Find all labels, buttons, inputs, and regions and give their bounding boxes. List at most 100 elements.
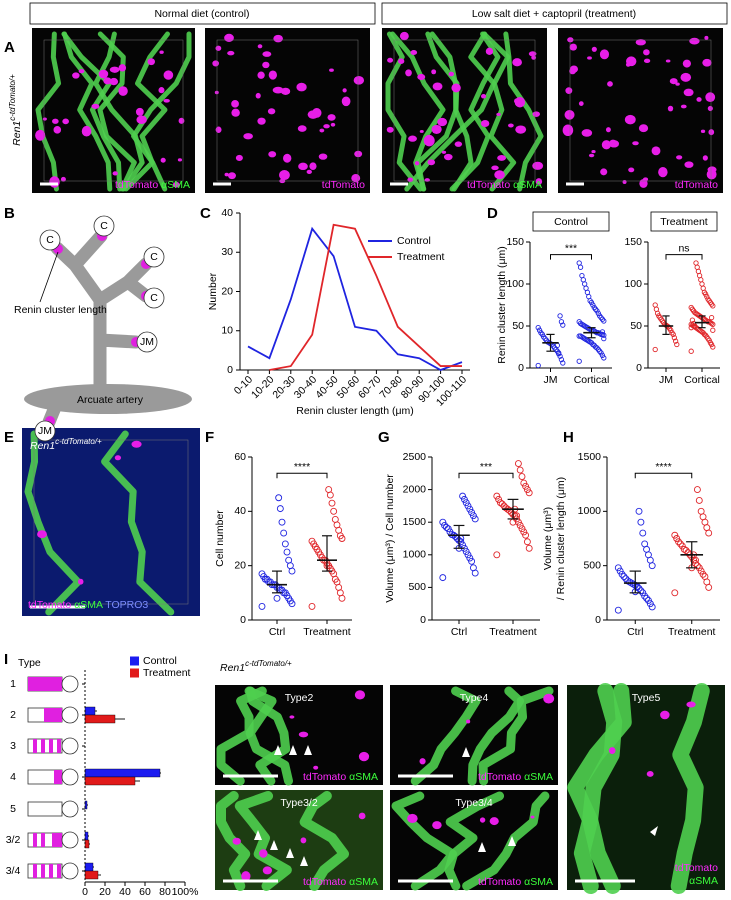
dot [558, 319, 565, 325]
vessel [62, 31, 113, 192]
renin-cell [532, 111, 540, 117]
dot [558, 356, 565, 363]
y-axis-label: / Renin cluster length (μm) [555, 477, 567, 600]
node-label: C [46, 234, 54, 246]
y-tick-label: 500 [408, 581, 426, 593]
dot [629, 580, 637, 588]
dot [535, 325, 541, 331]
dot [590, 302, 596, 308]
dot [599, 352, 606, 359]
renin-cell [283, 153, 292, 163]
image-title: Type4 [460, 692, 489, 704]
dot [557, 313, 563, 319]
gene: Ren1 [11, 121, 23, 146]
arrowhead [508, 836, 516, 846]
type-icon-cap [61, 800, 79, 818]
bar [84, 870, 99, 880]
renin-cell [118, 64, 127, 72]
renin-cell [532, 161, 544, 170]
dot [682, 547, 690, 554]
stain: tdTomato [675, 179, 718, 191]
renin-cell [257, 117, 266, 125]
type-icon [27, 801, 63, 817]
renin-cell [257, 44, 263, 49]
stain-label: tdTomato αSMA [115, 179, 190, 191]
node [34, 420, 56, 442]
renin-cell [330, 122, 336, 127]
x-tick-label: Ctrl [269, 626, 285, 638]
renin-cell [643, 49, 650, 56]
vessel [391, 791, 457, 891]
y-tick-label: 4 [10, 771, 16, 783]
dot [644, 596, 652, 604]
dot [514, 460, 522, 467]
renin-cell [448, 71, 454, 77]
dot [586, 293, 592, 300]
dot [672, 338, 679, 344]
dot [690, 320, 697, 327]
vessel [42, 229, 153, 429]
renin-cell [485, 47, 494, 55]
renin-cell [626, 56, 637, 67]
renin-cell [466, 719, 471, 724]
arrowhead [286, 848, 294, 858]
renin-cell [112, 171, 118, 176]
dot [258, 602, 266, 610]
dot [671, 589, 679, 597]
renin-cell [147, 58, 155, 66]
header-box [381, 2, 728, 25]
dot [620, 573, 628, 580]
dot [693, 486, 701, 494]
type-icon-renin [33, 833, 37, 847]
renin-cell [700, 129, 706, 133]
diagram-label: Renin cluster length [14, 304, 107, 316]
renin-cell [676, 155, 683, 160]
dot [495, 495, 503, 503]
renin-cell [215, 45, 222, 51]
x-tick-label: Treatment [668, 626, 716, 638]
renin-cell [562, 124, 574, 137]
dot [275, 494, 283, 502]
renin-cell [227, 172, 236, 180]
dot [525, 544, 533, 552]
renin-cell [231, 100, 239, 108]
vessel [670, 683, 710, 894]
renin-cell [535, 178, 543, 185]
renin-cell [587, 56, 592, 60]
vessel [93, 31, 145, 192]
node-label: C [150, 251, 158, 263]
x-tick-label: 0 [82, 886, 88, 898]
renin-cell [707, 166, 717, 173]
renin-cell [638, 124, 649, 133]
dot [697, 507, 705, 515]
renin-cell [494, 170, 505, 180]
dot [669, 330, 675, 336]
volume-box [569, 39, 712, 182]
renin-cell [443, 153, 453, 161]
renin-cell [675, 82, 680, 86]
panel-label: C [200, 205, 211, 222]
dot [283, 548, 291, 556]
renin-cell [543, 693, 555, 704]
legend-swatch [130, 668, 139, 678]
dot [523, 538, 531, 546]
renin-cell [680, 104, 687, 109]
dot [653, 306, 660, 312]
renin-cell [480, 94, 487, 99]
stain: αSMA [349, 771, 378, 783]
dot [536, 327, 543, 333]
node-label: C [150, 292, 158, 304]
x-tick-label: Ctrl [627, 626, 643, 638]
renin-cell [632, 141, 639, 146]
y-tick-label: 0 [240, 614, 246, 626]
dot [601, 335, 607, 342]
x-tick-label: 60-70 [356, 373, 384, 401]
y-tick-label: 0 [636, 362, 642, 374]
panel-label: A [4, 39, 15, 56]
dot [285, 556, 293, 564]
arrowhead [650, 826, 658, 836]
dot [678, 542, 686, 550]
y-tick-label: 100 [624, 278, 642, 290]
dot [331, 516, 339, 523]
renin-cell [49, 176, 60, 188]
